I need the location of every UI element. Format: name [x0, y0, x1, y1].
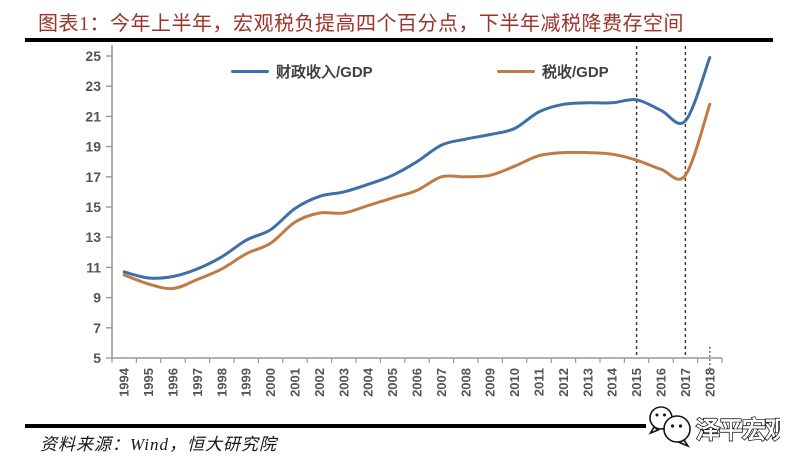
y-axis-label: 15 — [85, 199, 101, 215]
x-axis-label: 2008 — [458, 368, 473, 397]
x-axis-label: 1996 — [166, 368, 181, 397]
y-axis-label: 17 — [85, 169, 101, 185]
y-axis-label: 7 — [93, 320, 101, 336]
x-axis-label: 2015 — [629, 368, 644, 397]
logo-text: 泽平宏观 — [696, 416, 780, 444]
x-axis-label: 1999 — [239, 368, 254, 397]
y-axis-label: 5 — [93, 350, 101, 366]
x-axis-label: 2004 — [361, 367, 376, 397]
publisher-logo: 泽平宏观 — [646, 401, 780, 453]
y-axis-label: 19 — [85, 139, 101, 155]
x-axis-label: 1994 — [117, 367, 132, 397]
y-axis-label: 23 — [85, 78, 101, 94]
x-axis-label: 2010 — [507, 368, 522, 397]
x-axis-label: 2018 — [702, 368, 717, 397]
x-axis-label: 1995 — [141, 368, 156, 397]
title-divider — [25, 38, 773, 42]
y-axis-label: 11 — [86, 259, 101, 275]
y-axis-label: 9 — [93, 290, 101, 306]
x-axis-label: 2017 — [678, 368, 693, 397]
x-axis-label: 2000 — [263, 368, 278, 397]
chart-title: 图表1：今年上半年，宏观税负提高四个百分点，下半年减税降费存空间 — [38, 13, 684, 35]
source-note: 资料来源：Wind，恒大研究院 — [40, 435, 277, 454]
x-axis-label: 2014 — [605, 367, 620, 397]
series-line-0 — [122, 56, 712, 280]
y-axis-label: 13 — [85, 229, 101, 245]
x-axis-label: 2009 — [483, 368, 498, 397]
x-axis-label: 2011 — [532, 368, 547, 396]
x-axis-label: 1998 — [214, 368, 229, 397]
x-axis-label: 1997 — [190, 368, 205, 397]
x-axis-label: 2016 — [654, 368, 669, 397]
x-axis-label: 2002 — [312, 368, 327, 397]
y-axis-label: 21 — [85, 108, 101, 124]
axis-lines — [111, 45, 722, 359]
x-axis-label: 2005 — [385, 368, 400, 397]
x-axis-label: 2006 — [410, 368, 425, 397]
x-axis-label: 2012 — [556, 368, 571, 397]
footer-divider — [25, 424, 773, 428]
x-axis-label: 2007 — [434, 368, 449, 397]
x-axis-label: 2003 — [336, 368, 351, 397]
x-axis-label: 2001 — [288, 368, 303, 397]
wechat-icon — [648, 406, 691, 448]
x-axis-label: 2013 — [580, 368, 595, 397]
y-axis-label: 25 — [85, 48, 101, 64]
series-line-1 — [122, 102, 712, 291]
wechat-icon-eyes — [655, 413, 683, 428]
